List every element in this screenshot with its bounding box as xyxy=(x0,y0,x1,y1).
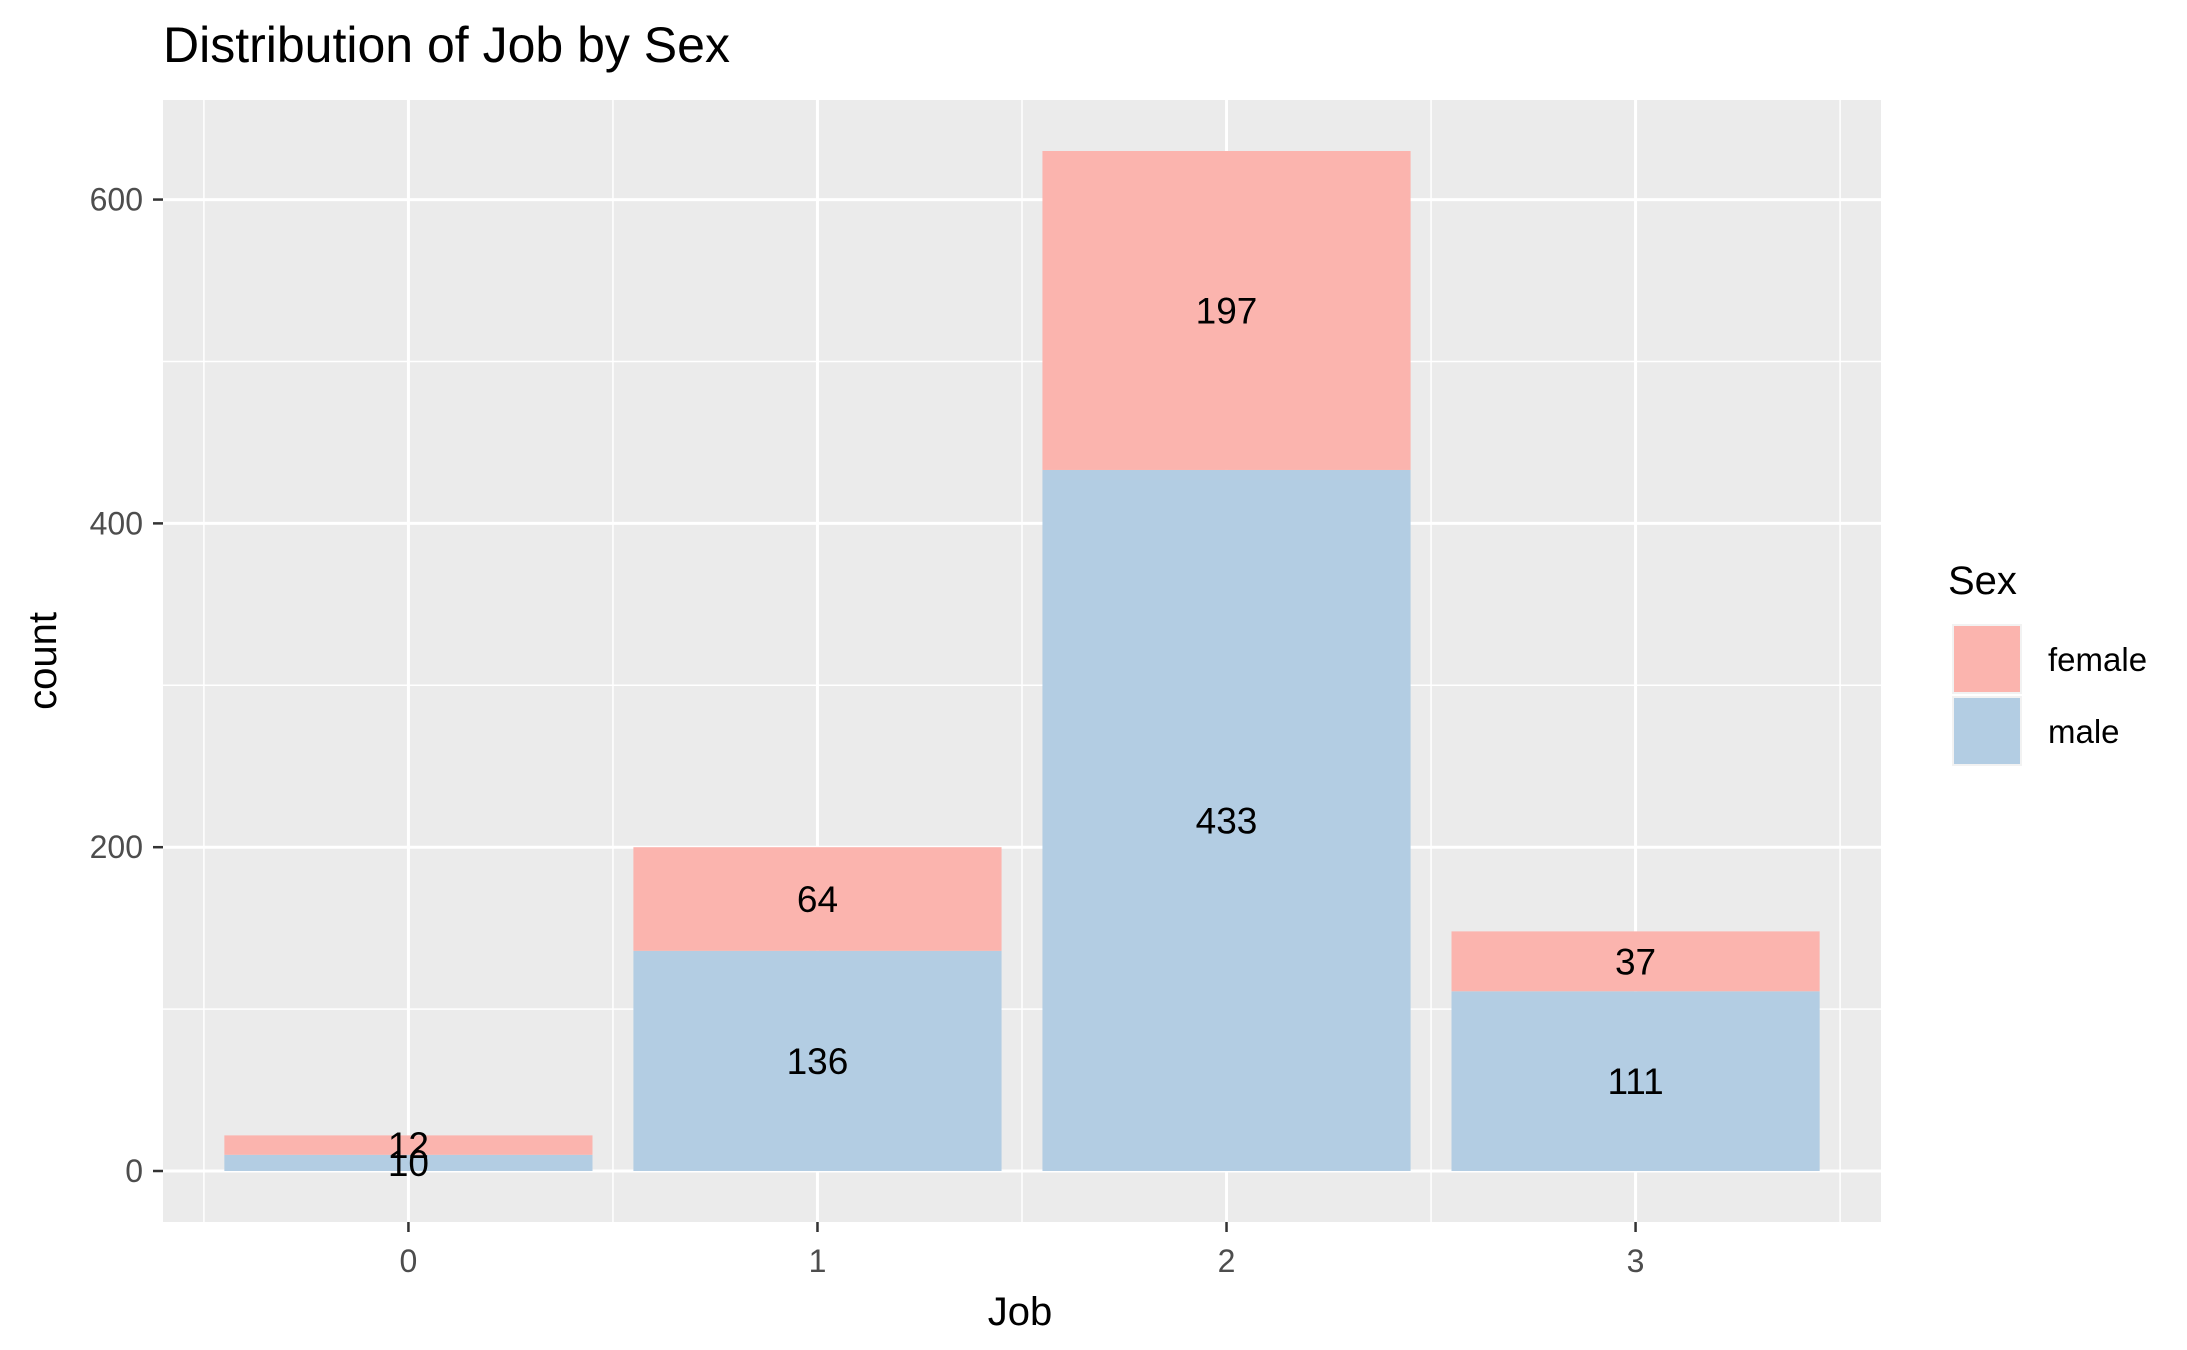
legend-key-male xyxy=(1954,698,2020,764)
y-tick-label: 400 xyxy=(90,505,143,541)
bar-male xyxy=(1042,469,1411,1171)
minor-gridlines-x xyxy=(203,100,1841,1222)
bar-female xyxy=(224,1135,593,1155)
y-tick-label: 600 xyxy=(90,182,143,218)
x-axis-title: Job xyxy=(988,1290,1053,1334)
x-axis: 0 1 2 3 xyxy=(400,1222,1645,1279)
bar-label-male: 433 xyxy=(1196,800,1258,841)
legend-key-female xyxy=(1954,626,2020,692)
y-tick-label: 0 xyxy=(125,1153,143,1189)
bar-female xyxy=(1042,151,1411,470)
legend-label-female: female xyxy=(2048,641,2147,678)
x-tick-label: 1 xyxy=(809,1243,827,1279)
bar-label-male: 136 xyxy=(787,1041,849,1082)
bars xyxy=(224,151,1820,1171)
bar-female xyxy=(633,847,1002,951)
bar-male xyxy=(1451,991,1820,1171)
bar-label-female: 12 xyxy=(388,1125,429,1166)
bar-label-female: 197 xyxy=(1196,290,1258,331)
bar-label-male: 10 xyxy=(388,1143,429,1184)
legend-label-male: male xyxy=(2048,713,2120,750)
bar-label-female: 64 xyxy=(797,879,838,920)
chart-title: Distribution of Job by Sex xyxy=(163,17,730,73)
x-tick-label: 2 xyxy=(1218,1243,1236,1279)
bar-female xyxy=(1451,931,1820,992)
bar-label-female: 37 xyxy=(1615,941,1656,982)
y-tick-label: 200 xyxy=(90,829,143,865)
legend: Sex female male xyxy=(1948,559,2147,766)
x-tick-label: 3 xyxy=(1627,1243,1645,1279)
bar-male xyxy=(633,950,1002,1171)
x-tick-label: 0 xyxy=(400,1243,418,1279)
y-axis-title: count xyxy=(21,612,65,710)
bar-male xyxy=(224,1154,593,1171)
bar-label-male: 111 xyxy=(1607,1061,1663,1102)
legend-title: Sex xyxy=(1948,559,2017,603)
y-axis: 0 200 400 600 xyxy=(90,182,163,1189)
